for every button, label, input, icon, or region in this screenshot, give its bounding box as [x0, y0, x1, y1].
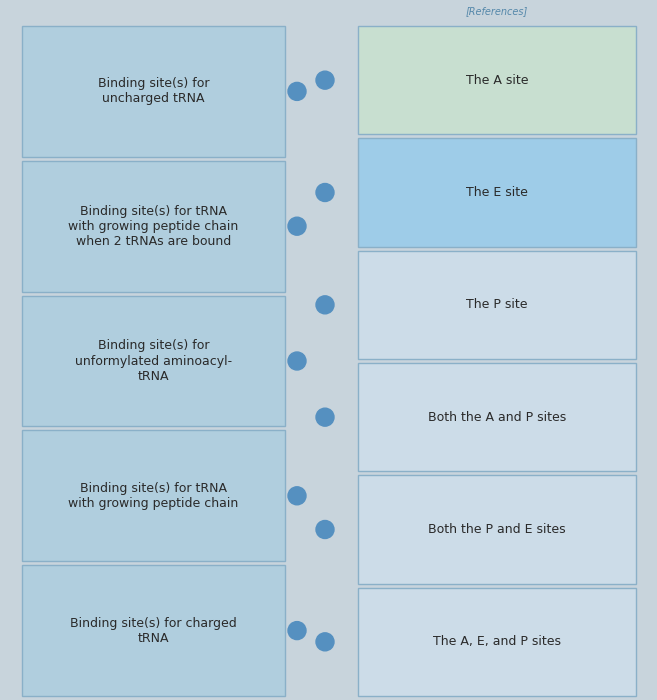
Text: Binding site(s) for tRNA
with growing peptide chain: Binding site(s) for tRNA with growing pe…: [68, 482, 238, 510]
Text: Binding site(s) for charged
tRNA: Binding site(s) for charged tRNA: [70, 617, 237, 645]
Text: Binding site(s) for
unformylated aminoacyl-
tRNA: Binding site(s) for unformylated aminoac…: [75, 340, 232, 382]
Text: [References]: [References]: [466, 6, 528, 16]
FancyBboxPatch shape: [22, 26, 285, 157]
FancyBboxPatch shape: [358, 139, 636, 246]
Circle shape: [316, 71, 334, 89]
Circle shape: [316, 521, 334, 538]
FancyBboxPatch shape: [22, 430, 285, 561]
FancyBboxPatch shape: [22, 161, 285, 292]
Text: Binding site(s) for tRNA
with growing peptide chain
when 2 tRNAs are bound: Binding site(s) for tRNA with growing pe…: [68, 204, 238, 248]
FancyBboxPatch shape: [358, 363, 636, 471]
Text: The A site: The A site: [466, 74, 528, 87]
Circle shape: [288, 83, 306, 100]
Text: Both the P and E sites: Both the P and E sites: [428, 523, 566, 536]
Circle shape: [288, 352, 306, 370]
Circle shape: [288, 486, 306, 505]
Text: The E site: The E site: [466, 186, 528, 199]
FancyBboxPatch shape: [22, 565, 285, 696]
FancyBboxPatch shape: [22, 295, 285, 426]
Circle shape: [288, 217, 306, 235]
FancyBboxPatch shape: [358, 26, 636, 134]
Circle shape: [288, 622, 306, 640]
Circle shape: [316, 633, 334, 651]
FancyBboxPatch shape: [358, 588, 636, 696]
FancyBboxPatch shape: [358, 475, 636, 584]
Text: The P site: The P site: [466, 298, 528, 312]
Text: Both the A and P sites: Both the A and P sites: [428, 411, 566, 424]
Text: The A, E, and P sites: The A, E, and P sites: [433, 636, 561, 648]
Circle shape: [316, 296, 334, 314]
Text: Binding site(s) for
uncharged tRNA: Binding site(s) for uncharged tRNA: [98, 78, 209, 106]
FancyBboxPatch shape: [358, 251, 636, 359]
Circle shape: [316, 408, 334, 426]
Circle shape: [316, 183, 334, 202]
